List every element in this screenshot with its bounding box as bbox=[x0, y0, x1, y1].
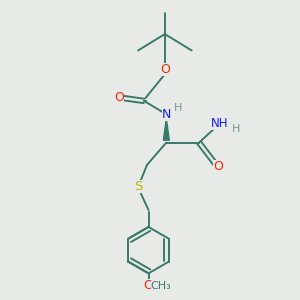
Text: O: O bbox=[160, 63, 170, 76]
Text: H: H bbox=[173, 103, 182, 113]
Text: NH: NH bbox=[211, 117, 229, 130]
Text: H: H bbox=[231, 124, 240, 134]
Polygon shape bbox=[164, 119, 169, 140]
Text: O: O bbox=[144, 279, 154, 292]
Text: N: N bbox=[162, 108, 171, 121]
Text: O: O bbox=[114, 92, 124, 104]
Text: O: O bbox=[213, 160, 223, 173]
Text: CH₃: CH₃ bbox=[151, 281, 171, 291]
Text: S: S bbox=[134, 180, 142, 193]
